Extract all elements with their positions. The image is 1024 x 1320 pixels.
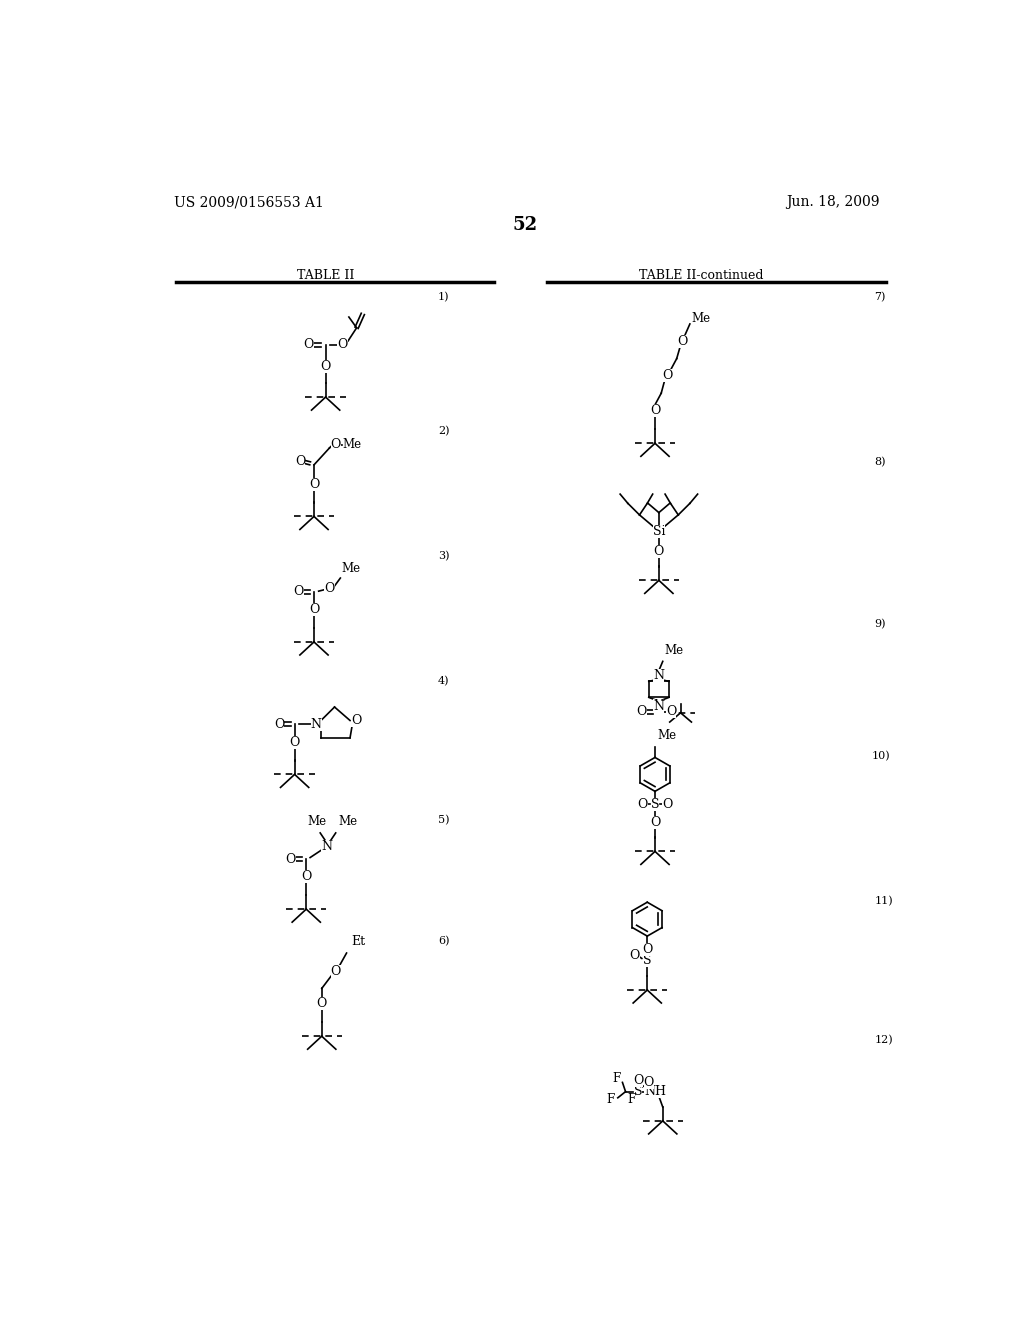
- Text: O: O: [331, 438, 341, 451]
- Text: N: N: [653, 700, 665, 713]
- Text: O: O: [663, 797, 673, 810]
- Text: 1): 1): [438, 292, 450, 302]
- Text: O: O: [301, 870, 311, 883]
- Text: Me: Me: [691, 312, 711, 325]
- Text: O: O: [650, 404, 660, 417]
- Text: O: O: [637, 705, 647, 718]
- Text: O: O: [295, 455, 305, 469]
- Text: O: O: [331, 965, 341, 978]
- Text: Jun. 18, 2009: Jun. 18, 2009: [786, 195, 880, 210]
- Text: N: N: [653, 698, 665, 711]
- Text: S: S: [643, 954, 651, 968]
- Text: 3): 3): [438, 552, 450, 561]
- Text: 10): 10): [872, 751, 891, 762]
- Text: O: O: [678, 335, 688, 348]
- Text: 2): 2): [438, 426, 450, 437]
- Text: O: O: [316, 998, 327, 1010]
- Text: Me: Me: [339, 816, 358, 829]
- Text: O: O: [650, 816, 660, 829]
- Text: O: O: [309, 478, 319, 491]
- Text: O: O: [293, 585, 304, 598]
- Text: 4): 4): [438, 676, 450, 686]
- Text: O: O: [309, 603, 319, 616]
- Text: F: F: [628, 1093, 636, 1106]
- Text: O: O: [274, 718, 285, 731]
- Text: TABLE II: TABLE II: [297, 268, 354, 281]
- Text: O: O: [286, 853, 296, 866]
- Text: 9): 9): [874, 619, 886, 630]
- Text: N: N: [311, 718, 322, 731]
- Text: F: F: [606, 1093, 614, 1106]
- Text: NH: NH: [644, 1085, 666, 1098]
- Text: O: O: [663, 370, 673, 381]
- Text: 11): 11): [874, 896, 893, 907]
- Text: O: O: [637, 797, 648, 810]
- Text: O: O: [338, 338, 348, 351]
- Text: O: O: [666, 705, 677, 718]
- Text: US 2009/0156553 A1: US 2009/0156553 A1: [174, 195, 325, 210]
- Text: Me: Me: [341, 562, 360, 576]
- Text: 7): 7): [874, 292, 886, 302]
- Text: S: S: [650, 797, 659, 810]
- Text: Me: Me: [665, 644, 683, 657]
- Text: Me: Me: [307, 816, 327, 829]
- Text: O: O: [351, 714, 361, 727]
- Text: 5): 5): [438, 814, 450, 825]
- Text: F: F: [612, 1072, 621, 1085]
- Text: O: O: [642, 944, 652, 957]
- Text: O: O: [290, 735, 300, 748]
- Text: 8): 8): [874, 457, 886, 467]
- Text: O: O: [321, 360, 331, 372]
- Text: 6): 6): [438, 936, 450, 946]
- Text: O: O: [325, 582, 335, 594]
- Text: O: O: [633, 1074, 643, 1088]
- Text: 52: 52: [512, 216, 538, 234]
- Text: O: O: [630, 949, 640, 962]
- Text: N: N: [321, 841, 332, 853]
- Text: N: N: [653, 669, 665, 681]
- Text: O: O: [653, 545, 664, 557]
- Text: Me: Me: [657, 729, 677, 742]
- Text: 12): 12): [874, 1035, 893, 1045]
- Text: TABLE II-continued: TABLE II-continued: [639, 268, 764, 281]
- Text: S: S: [634, 1085, 642, 1098]
- Text: O: O: [644, 1076, 654, 1089]
- Text: Si: Si: [652, 525, 666, 539]
- Text: Et: Et: [351, 935, 366, 948]
- Text: O: O: [303, 338, 313, 351]
- Text: Me: Me: [343, 437, 361, 450]
